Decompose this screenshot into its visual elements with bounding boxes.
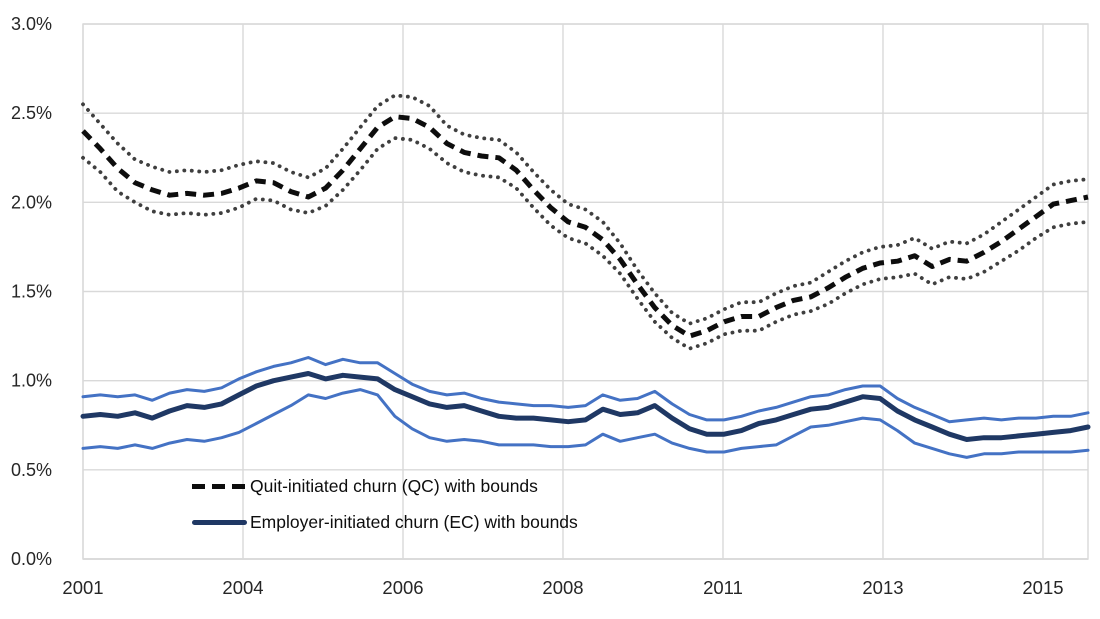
y-tick-label: 0.5% — [11, 460, 52, 480]
chart-legend: Quit-initiated churn (QC) with bounds Em… — [192, 474, 578, 534]
legend-item-ec: Employer-initiated churn (EC) with bound… — [192, 510, 578, 534]
legend-label-qc: Quit-initiated churn (QC) with bounds — [250, 475, 538, 496]
x-tick-label: 2001 — [62, 577, 103, 598]
series-qc_bound-line — [81, 93, 1090, 326]
x-tick-label: 2008 — [542, 577, 583, 598]
x-tick-label: 2013 — [862, 577, 903, 598]
legend-label-ec: Employer-initiated churn (EC) with bound… — [250, 511, 578, 532]
y-tick-label: 1.5% — [11, 282, 52, 302]
x-tick-label: 2006 — [382, 577, 423, 598]
series-ec_bound-line — [81, 356, 1090, 424]
y-tick-label: 3.0% — [11, 14, 52, 34]
x-tick-label: 2011 — [703, 577, 743, 598]
series-ec_bound-line — [81, 388, 1090, 459]
y-tick-label: 2.0% — [11, 192, 52, 212]
plot-border — [82, 23, 1089, 560]
series-qc_bound-line — [81, 136, 1090, 351]
series-qc-line — [81, 114, 1089, 339]
y-tick-label: 1.0% — [11, 371, 52, 391]
y-tick-label: 0.0% — [11, 549, 52, 569]
y-tick-label: 2.5% — [11, 103, 52, 123]
series-ec-line — [80, 371, 1091, 442]
x-tick-label: 2015 — [1022, 577, 1063, 598]
x-tick-label: 2004 — [222, 577, 263, 598]
ec-solid-line-swatch — [192, 519, 247, 525]
legend-item-qc: Quit-initiated churn (QC) with bounds — [192, 474, 578, 498]
qc-dashed-line-swatch — [192, 483, 247, 489]
